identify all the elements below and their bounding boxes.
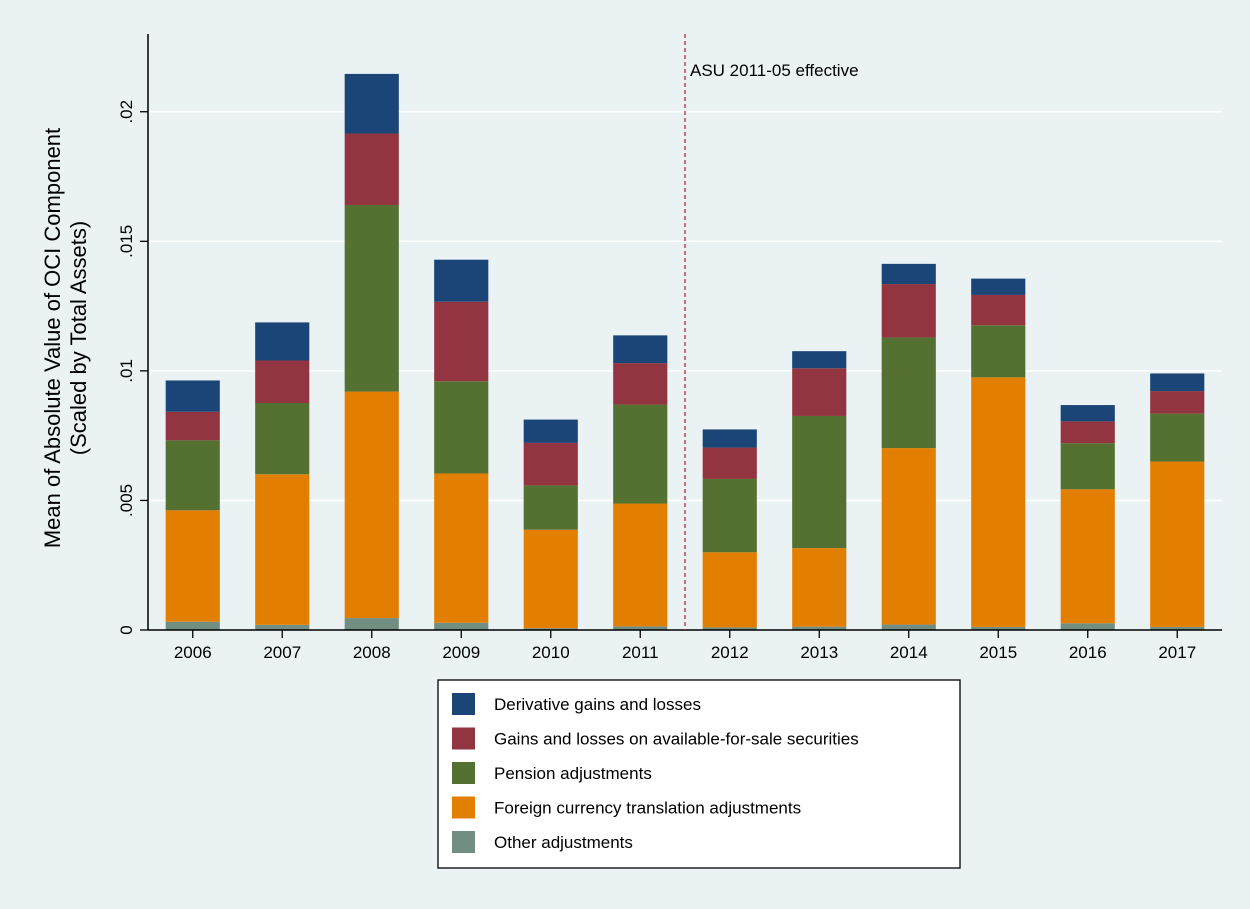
- y-ticks: 0 .005 .01 .015 .02: [117, 100, 148, 635]
- bar-segment: [1060, 623, 1115, 630]
- bar-segment: [881, 337, 936, 449]
- bar-segment: [344, 133, 399, 206]
- bar-segment: [613, 503, 668, 627]
- legend-swatch: [452, 796, 475, 819]
- bar-segment: [434, 301, 489, 382]
- bar-segment: [1060, 421, 1115, 444]
- legend-swatch: [452, 831, 475, 853]
- bar-segment: [523, 419, 578, 443]
- bar-segment: [1150, 391, 1205, 414]
- bar-segment: [523, 628, 578, 630]
- x-tick-label: 2014: [890, 643, 928, 662]
- bar-segment: [1150, 461, 1205, 627]
- legend-box: [437, 679, 961, 869]
- x-tick-label: 2010: [532, 643, 570, 662]
- bar-segment: [881, 624, 936, 630]
- bar-segment: [165, 510, 220, 622]
- bar-segment: [344, 73, 399, 134]
- bar-segment: [1060, 489, 1115, 624]
- bar-segment: [344, 618, 399, 630]
- bar-segment: [165, 411, 220, 441]
- bar-segment: [1060, 443, 1115, 490]
- bar-segment: [344, 391, 399, 619]
- bar-segment: [971, 278, 1026, 295]
- bar-segment: [792, 548, 847, 627]
- y-tick-label: .005: [117, 484, 136, 517]
- x-tick-label: 2009: [442, 643, 480, 662]
- legend-label: Gains and losses on available-for-sale s…: [494, 730, 859, 749]
- bar-segment: [255, 360, 310, 404]
- bar-segment: [523, 485, 578, 530]
- y-axis-subtitle: (Scaled by Total Assets): [66, 221, 91, 455]
- bar-segment: [613, 626, 668, 630]
- x-tick-label: 2006: [174, 643, 212, 662]
- bar-segment: [792, 368, 847, 416]
- bar-segment: [971, 325, 1026, 378]
- legend-label: Foreign currency translation adjustments: [494, 799, 801, 818]
- y-tick-label: 0: [117, 625, 136, 634]
- bar-segment: [523, 529, 578, 629]
- bar-segment: [165, 440, 220, 511]
- chart-frame: 0 .005 .01 .015 .02 2006 2007 2008 2009 2010 2011…: [6, 6, 1244, 903]
- x-tick-label: 2012: [711, 643, 749, 662]
- bar-segment: [1150, 373, 1205, 392]
- y-tick-label: .02: [117, 100, 136, 124]
- bar-segment: [1150, 413, 1205, 462]
- bar-segment: [792, 415, 847, 549]
- bar-segment: [613, 335, 668, 364]
- bar-segment: [881, 448, 936, 625]
- bar-segment: [255, 403, 310, 475]
- bar-segment: [971, 294, 1026, 326]
- bar-segment: [255, 322, 310, 361]
- bar-segment: [613, 404, 668, 504]
- bar-segment: [344, 205, 399, 392]
- bar-segment: [434, 473, 489, 623]
- bar-segment: [971, 377, 1026, 627]
- bar-segment: [702, 478, 757, 553]
- legend-label: Other adjustments: [494, 833, 633, 852]
- legend-label: Derivative gains and losses: [494, 695, 701, 714]
- x-tick-label: 2007: [263, 643, 301, 662]
- y-tick-label: .01: [117, 359, 136, 383]
- bar-segment: [702, 627, 757, 630]
- bar-segment: [792, 351, 847, 369]
- x-tick-label: 2013: [800, 643, 838, 662]
- legend-swatch: [452, 693, 475, 715]
- bars: [165, 73, 1205, 630]
- bar-segment: [165, 621, 220, 630]
- x-tick-label: 2017: [1158, 643, 1196, 662]
- y-axis-title: Mean of Absolute Value of OCI Component: [40, 128, 65, 548]
- bar-segment: [613, 363, 668, 405]
- bar-segment: [255, 474, 310, 625]
- bar-segment: [881, 263, 936, 285]
- annotation-label: ASU 2011-05 effective: [690, 61, 859, 80]
- x-tick-label: 2016: [1069, 643, 1107, 662]
- bar-segment: [881, 284, 936, 338]
- bar-segment: [434, 622, 489, 630]
- y-tick-label: .015: [117, 225, 136, 258]
- legend-swatch: [452, 727, 475, 750]
- bar-segment: [971, 626, 1026, 630]
- stacked-bar-chart: 0 .005 .01 .015 .02 2006 2007 2008 2009 2010 2011…: [40, 34, 1222, 869]
- x-tick-label: 2011: [622, 643, 659, 662]
- bar-segment: [702, 447, 757, 479]
- bar-segment: [255, 624, 310, 630]
- bar-segment: [523, 442, 578, 486]
- x-ticks: 2006 2007 2008 2009 2010 2011 2012 2013 2014 2015…: [174, 630, 1196, 662]
- bar-segment: [434, 259, 489, 302]
- legend: Derivative gains and losses Gains and los…: [437, 679, 961, 869]
- x-tick-label: 2008: [353, 643, 391, 662]
- bar-segment: [702, 552, 757, 628]
- x-tick-label: 2015: [979, 643, 1017, 662]
- bar-segment: [165, 380, 220, 412]
- legend-swatch: [452, 762, 475, 784]
- bar-segment: [434, 381, 489, 474]
- bar-segment: [1150, 626, 1205, 630]
- bar-segment: [792, 626, 847, 630]
- bar-segment: [702, 429, 757, 448]
- legend-label: Pension adjustments: [494, 764, 652, 783]
- bar-segment: [1060, 405, 1115, 422]
